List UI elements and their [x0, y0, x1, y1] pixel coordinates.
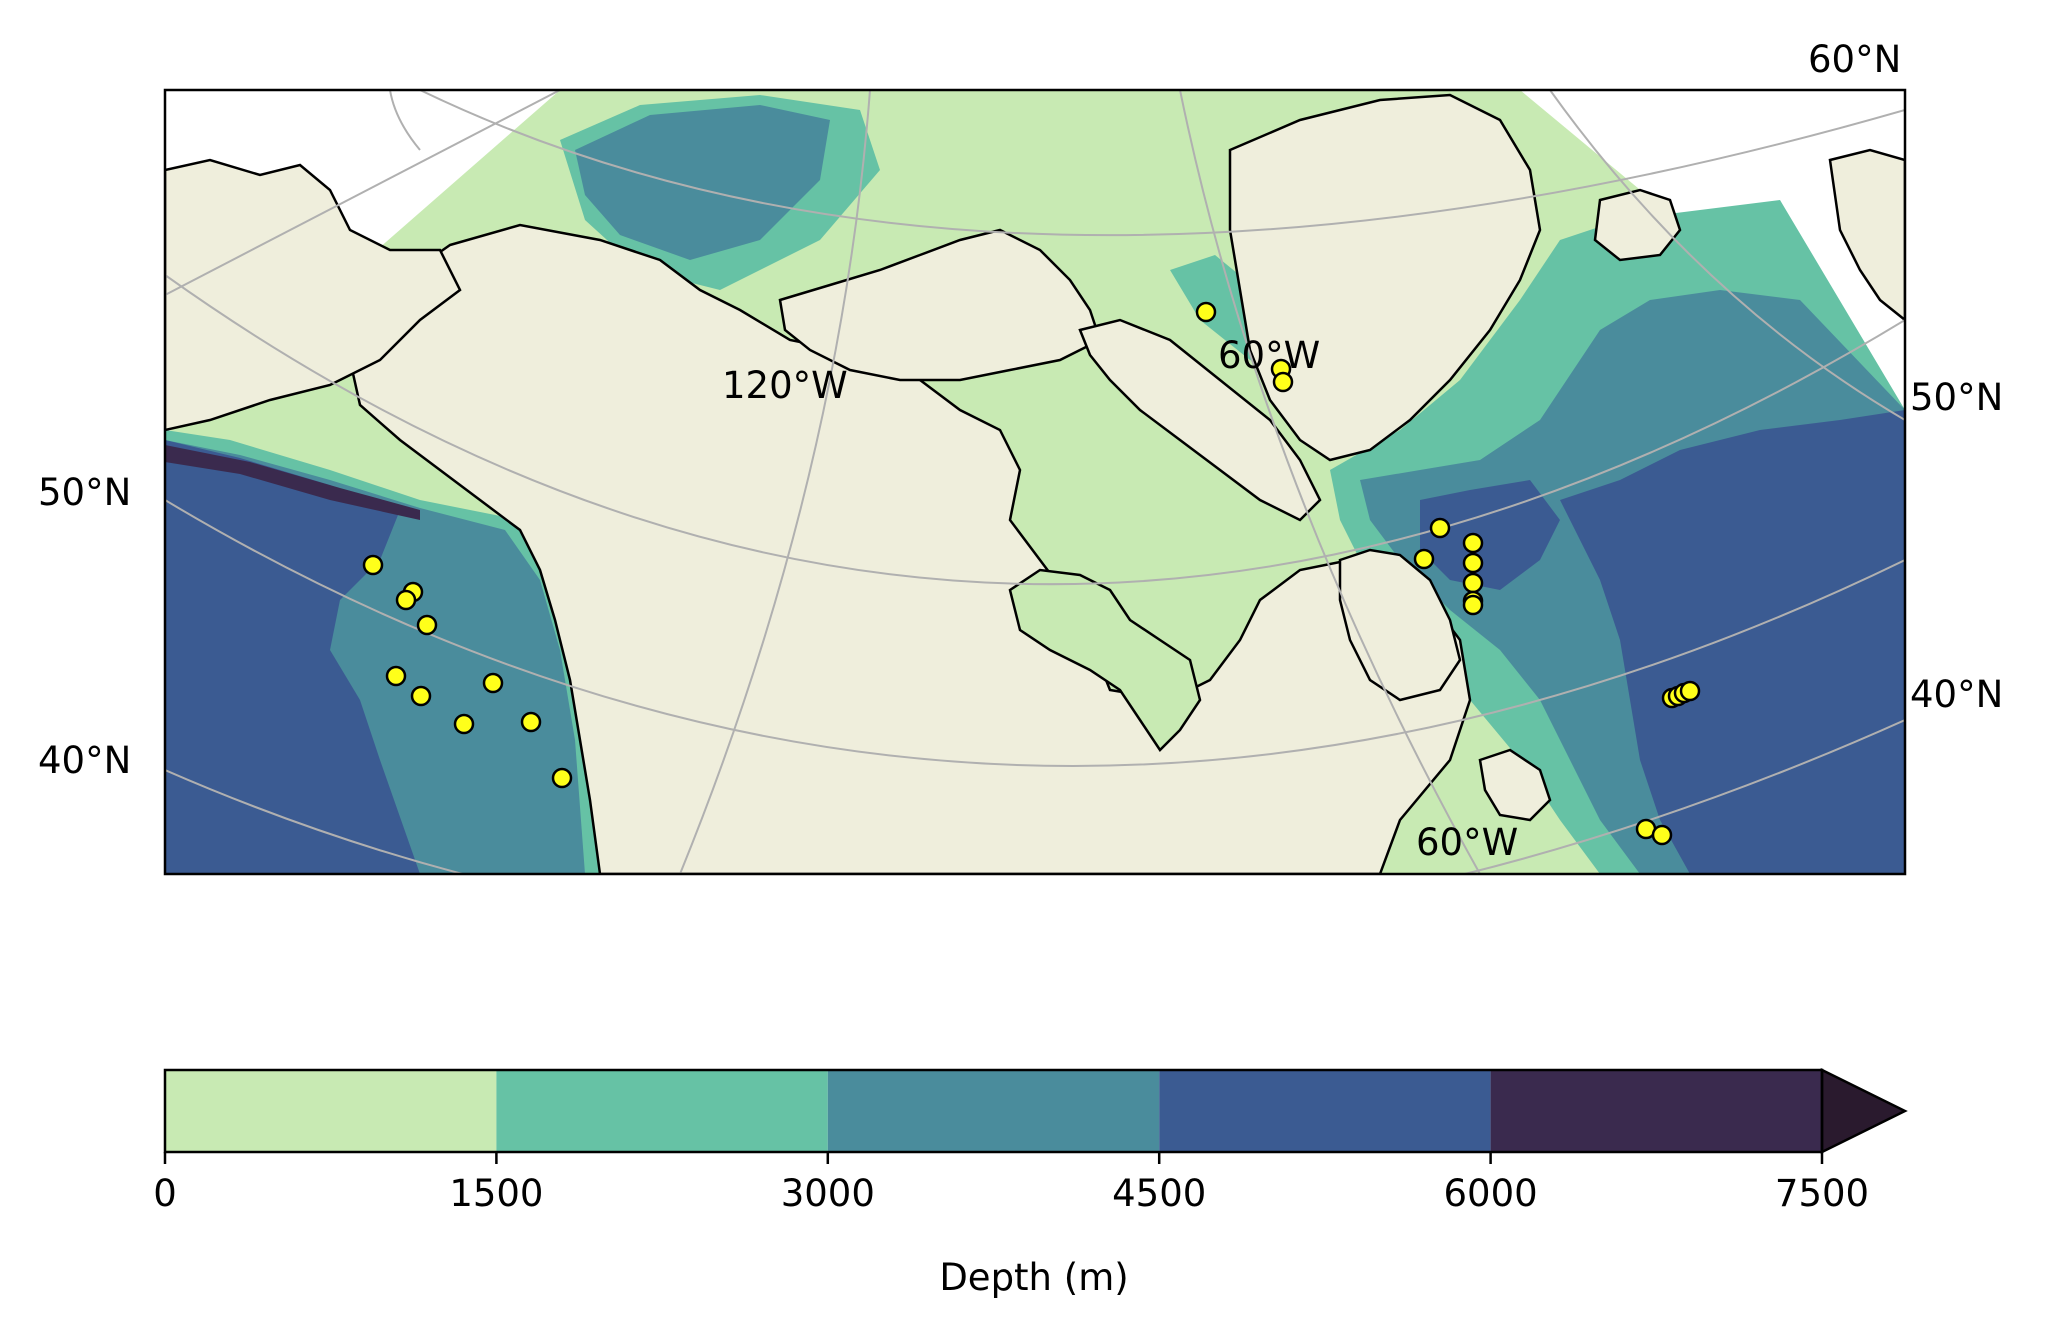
colorbar-tick-label: 1500	[449, 1172, 543, 1215]
lat-label-right-50n: 50°N	[1910, 376, 2003, 419]
lat-label-right-40n: 40°N	[1910, 673, 2003, 716]
colorbar-extend-arrow	[1820, 1067, 1908, 1155]
colorbar-segment	[165, 1070, 497, 1152]
lat-label-right-60n: 60°N	[1808, 38, 1901, 81]
baffin-island	[1078, 318, 1322, 522]
station	[416, 614, 438, 636]
greenland-land	[1228, 93, 1542, 462]
station	[385, 665, 407, 687]
station	[520, 711, 542, 733]
colorbar-frame	[163, 1068, 1824, 1154]
lat-label-left-40n: 40°N	[38, 739, 131, 782]
map-panel: 120°W 60°W 60°W	[165, 90, 1905, 874]
station	[362, 554, 384, 576]
aleutian-trench	[165, 445, 420, 520]
station	[1679, 680, 1701, 702]
colorbar-tick-label: 0	[153, 1172, 177, 1215]
station	[1462, 594, 1484, 616]
colorbar: 0 1500 3000 4500 6000 7500 Depth (m)	[153, 1067, 1908, 1299]
station	[1429, 517, 1451, 539]
colorbar-tick-label: 4500	[1112, 1172, 1206, 1215]
labrador-abyss	[1420, 480, 1560, 590]
lon-label-60w-south: 60°W	[1416, 821, 1518, 864]
station	[395, 589, 417, 611]
lat-label-left-50n: 50°N	[38, 471, 131, 514]
station	[1462, 572, 1484, 594]
colorbar-tick-label: 7500	[1775, 1172, 1869, 1215]
colorbar-label: Depth (m)	[939, 1256, 1128, 1299]
lon-label-120w: 120°W	[722, 364, 848, 407]
iceland-land	[1593, 188, 1682, 262]
colorbar-tick-label: 6000	[1444, 1172, 1538, 1215]
station	[1272, 371, 1294, 393]
colorbar-segment	[1490, 1070, 1822, 1152]
europe-fragment	[1828, 148, 1905, 322]
newfoundland-land	[1478, 748, 1552, 822]
colorbar-segments	[165, 1070, 1822, 1152]
colorbar-ticks: 0 1500 3000 4500 6000 7500	[153, 1152, 1869, 1215]
map-frame	[163, 88, 1907, 876]
colorbar-tick-label: 3000	[781, 1172, 875, 1215]
arctic-deep	[575, 105, 830, 260]
station	[1195, 301, 1217, 323]
station	[1462, 532, 1484, 554]
station	[482, 672, 504, 694]
labrador-peninsula	[1338, 548, 1462, 702]
colorbar-segment	[496, 1070, 828, 1152]
station	[1462, 552, 1484, 574]
stations	[362, 301, 1701, 846]
colorbar-segment	[827, 1070, 1160, 1152]
pacific-abyss	[165, 440, 420, 874]
station	[1651, 824, 1673, 846]
station	[453, 713, 475, 735]
station	[551, 767, 573, 789]
lon-label-60w-north: 60°W	[1218, 334, 1320, 377]
graticule	[165, 90, 1905, 874]
station	[410, 685, 432, 707]
station	[1413, 548, 1435, 570]
colorbar-segment	[1159, 1070, 1491, 1152]
alaska-land	[165, 158, 462, 432]
